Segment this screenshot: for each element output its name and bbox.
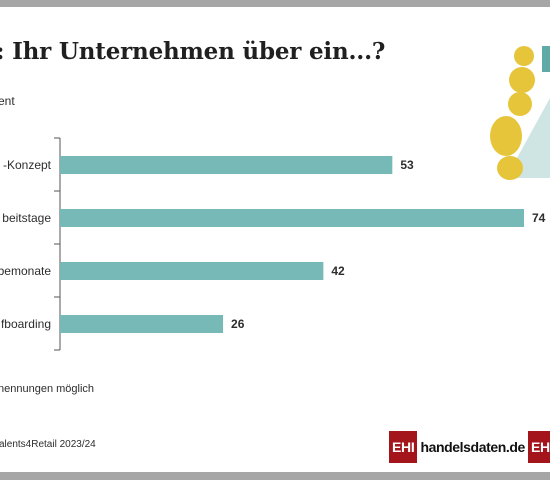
bar (60, 156, 393, 174)
top-frame-bar (0, 0, 550, 7)
category-label: -Konzept (3, 158, 52, 172)
ehi-handelsdaten-logo: EHI handelsdaten.de (389, 431, 525, 463)
bar (60, 262, 324, 280)
source-note: alents4Retail 2023/24 (0, 439, 96, 450)
data-label: 53 (400, 158, 414, 172)
bottom-frame-bar (0, 472, 550, 480)
ehi-second-logo-box: EH (528, 431, 550, 463)
category-label: beitstage (2, 211, 51, 225)
ehi-logo-box: EHI (389, 431, 418, 463)
people-illustration-graphic (490, 46, 550, 180)
chart-title: : Ihr Unternehmen über ein...? (0, 38, 386, 65)
person-head-top (514, 46, 534, 66)
footnote: nennungen möglich (0, 383, 95, 395)
person-body-middle (490, 116, 522, 156)
person-head-middle (508, 92, 532, 116)
chart-subtitle: ent (0, 94, 15, 108)
category-label: fboarding (1, 317, 51, 331)
category-label: bemonate (0, 264, 51, 278)
data-label: 74 (532, 211, 546, 225)
handelsdaten-logo-text: handelsdaten.de (420, 439, 525, 455)
teal-figure-shape (542, 46, 550, 72)
data-label: 42 (331, 264, 345, 278)
bar (60, 209, 524, 227)
people-illustration (490, 46, 550, 180)
ehi-second-logo: EH (528, 431, 550, 463)
person-body-bottom (497, 156, 523, 180)
person-body-top (509, 67, 535, 93)
bar (60, 315, 224, 333)
data-label: 26 (231, 317, 245, 331)
